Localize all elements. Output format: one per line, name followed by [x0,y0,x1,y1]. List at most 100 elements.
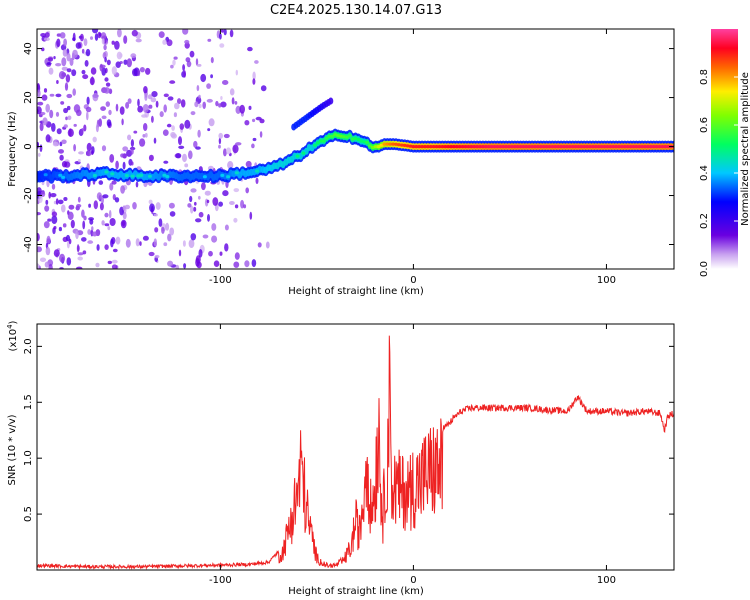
spectrogram-cell [599,145,604,149]
spectrogram-cell [41,94,48,101]
spectrogram-cell [550,145,555,149]
spectrogram-cell [40,33,46,37]
spectrogram-cell [111,66,117,75]
spectrogram-cell [98,180,104,185]
spectrogram-cell [99,202,104,211]
spectrogram-cell [87,229,92,235]
spectrogram-cell [76,109,82,117]
spectrogram-cell [153,137,157,144]
spectrogram-cell [663,145,668,149]
spectrogram-cell [182,153,187,163]
spectrogram-cell [125,102,130,109]
spectrogram-cell [58,149,64,154]
spectrogram-cell [49,109,54,119]
spectrogram-cell [112,248,118,253]
spectrogram-cell [66,105,71,111]
spectrogram-cell [131,161,134,166]
spectrogram-cell [207,128,211,132]
spectrogram-cell [518,145,523,149]
spectrogram-panel: -100 0 100 -40 -20 0 20 40 Height of straight l… [7,28,675,297]
spectrogram-cell [210,57,214,64]
spectrogram-cell [248,105,252,110]
colorbar-tick-label: 0.8 [699,69,710,85]
spectrogram-cell [77,252,84,256]
spectrogram-cell [83,38,88,46]
spectrogram-cell [188,239,195,249]
spectrogram-cell [570,145,575,149]
spectrogram-cell [155,202,161,210]
spectrogram-cell [265,241,270,249]
spectrogram-cell [224,243,229,252]
spectrogram-cell [52,141,59,147]
spectrogram-cell [139,173,144,177]
spectrogram-cell [111,264,118,269]
spectrogram-cell [295,154,300,158]
spectrogram-cell [66,93,73,99]
spectrogram-cell [45,199,49,205]
spectrogram-cell [109,218,116,226]
spectrogram-cell [47,57,54,62]
spectrogram-cell [77,159,81,163]
spectrogram-cell [602,145,607,149]
spectrogram-cell [259,131,263,138]
spectrogram-cell [72,88,76,96]
snr-ytick-label: 1.5 [23,394,34,410]
spectrogram-cell [43,37,50,41]
spectrogram-cell [562,145,566,149]
spectrogram-cell [159,111,164,118]
spectrogram-cell [195,58,199,66]
spectrogram-cell [114,40,120,50]
spectrogram-cell [234,252,240,260]
spectrogram-cell [126,58,132,68]
spectrogram-cell [63,197,68,201]
spectrogram-cell [120,185,125,194]
spectrogram-cell [61,57,67,67]
spectrogram-cell [252,71,256,81]
spectrogram-cell [194,201,197,206]
spectrogram-cell [137,98,140,107]
spectrogram-cell [70,219,75,229]
spectrogram-cell [234,204,239,209]
spectrogram-cell [247,46,253,52]
spectrogram-cell [244,260,250,268]
spectrogram-cell [190,111,196,116]
spectrogram-ytick-label: 20 [23,91,34,104]
spectrogram-cell [153,238,157,247]
spectrogram-cell [619,145,624,149]
spectrogram-cell [126,149,133,157]
spectrogram-cell [437,145,442,149]
spectrogram-cell [210,74,214,79]
spectrogram-cell [81,69,86,75]
spectrogram-cell [219,251,223,256]
spectrogram-cell [50,193,57,198]
spectrogram-cell [162,39,167,45]
spectrogram-cell [142,104,149,113]
spectrogram-cell [196,63,202,67]
spectrogram-cell [188,150,193,160]
spectrogram-cell [196,85,200,92]
spectrogram-cell [330,134,335,138]
spectrogram-cell [440,145,445,149]
spectrogram-cell [229,29,234,38]
spectrogram-cell [220,96,223,100]
spectrogram-cell [155,100,159,108]
spectrogram-cell [257,242,262,248]
spectrogram-cell [107,226,111,231]
spectrogram-cell [106,119,112,127]
spectrogram-cell [148,104,153,109]
spectrogram-cell [64,82,69,91]
spectrogram-cell [163,160,169,164]
spectrogram-cell [233,217,238,223]
spectrogram-cell [86,111,89,121]
spectrogram-cell [43,221,50,229]
spectrogram-cell [243,204,247,209]
spectrogram-cell [38,152,41,157]
spectrogram-cell [51,215,58,224]
spectrogram-cell [315,141,320,145]
spectrogram-cell [190,205,194,214]
spectrogram-cell [83,124,87,132]
spectrogram-cell [53,56,56,60]
spectrogram-cell [103,87,110,94]
spectrogram-cell [213,260,220,268]
spectrogram-cell [124,173,129,178]
